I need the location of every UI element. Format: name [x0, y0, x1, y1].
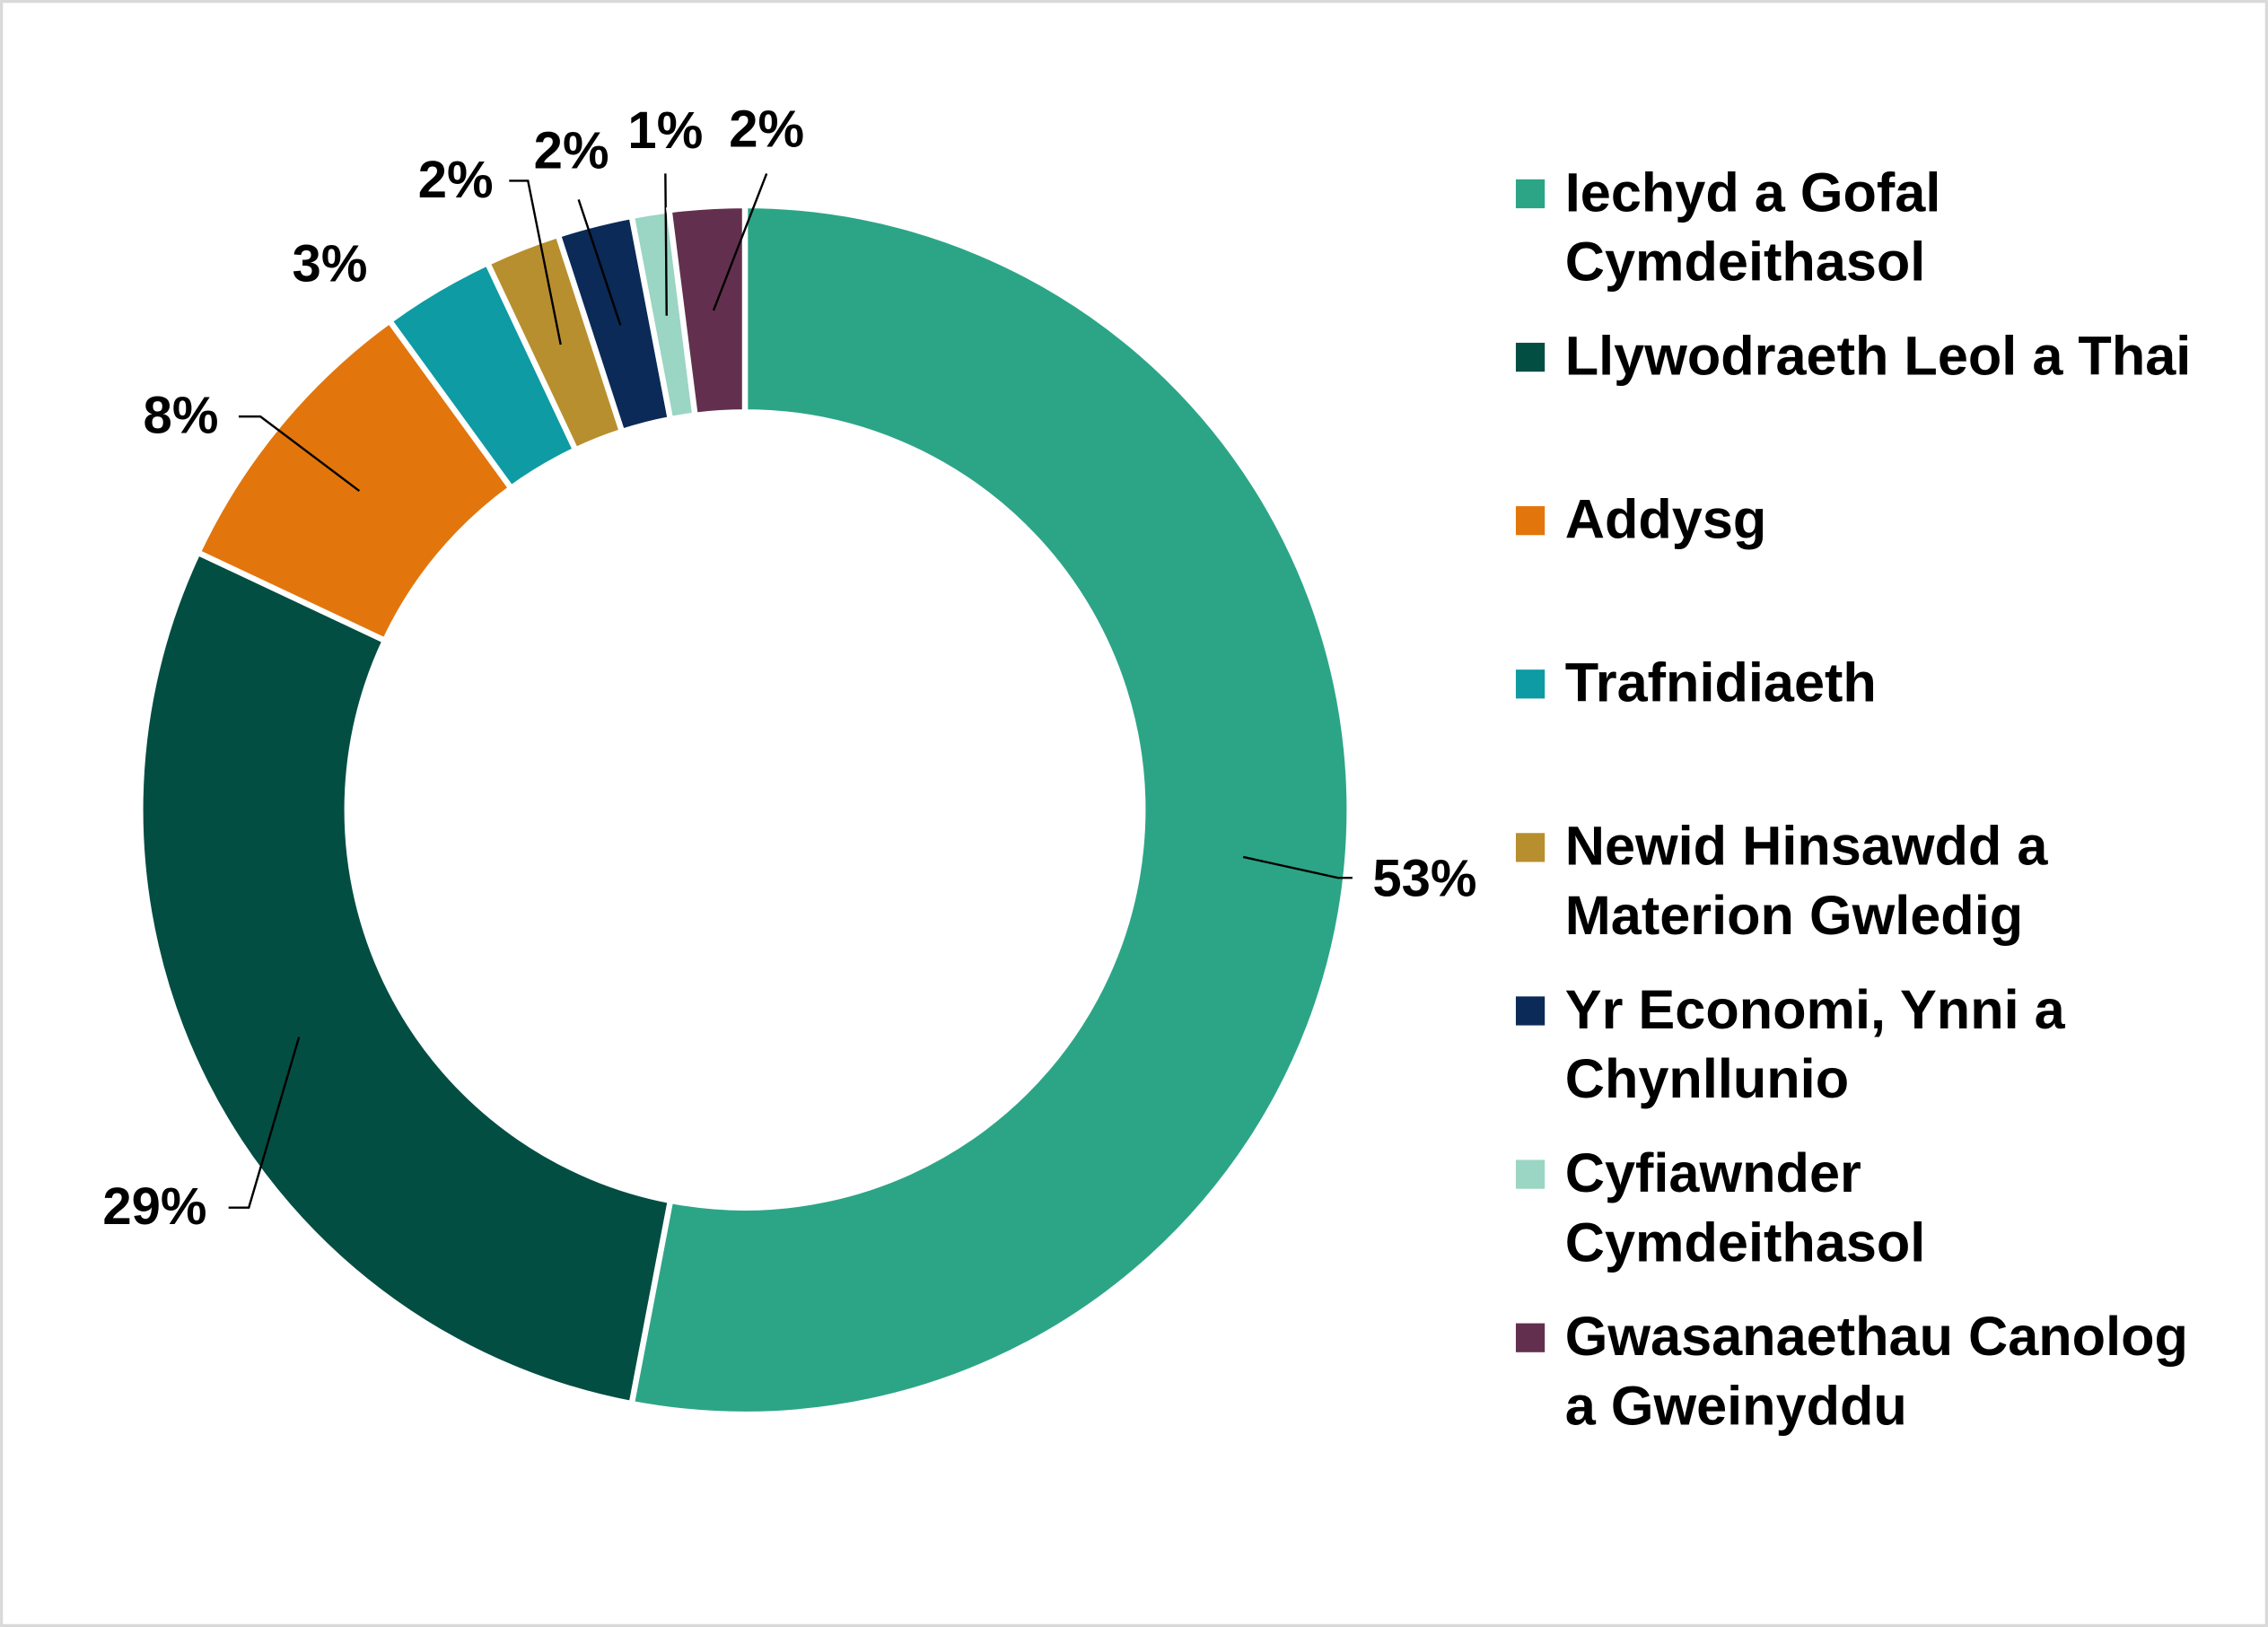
legend-label: Iechyd a Gofal Cymdeithasol [1564, 163, 1941, 294]
leader-line [228, 1037, 301, 1209]
legend-label: Gwasanaethau Canolog a Gweinyddu [1564, 1307, 2188, 1438]
legend-swatch [1515, 1323, 1546, 1352]
legend-swatch [1515, 342, 1546, 372]
leader-line [664, 173, 668, 316]
donut-slice [665, 202, 749, 419]
legend-swatch [1515, 179, 1546, 209]
data-label: 2% [418, 151, 494, 209]
legend-label: Llywodraeth Leol a Thai [1564, 327, 2192, 388]
legend-entry: Trafnidiaeth [1515, 650, 2202, 719]
data-label: 3% [293, 234, 368, 293]
legend-swatch [1515, 833, 1546, 862]
legend-entry: Llywodraeth Leol a Thai [1515, 322, 2202, 391]
leader-line [1242, 855, 1353, 879]
data-label: 29% [102, 1177, 206, 1236]
legend-label: Newid Hinsawdd a Materion Gwledig [1564, 817, 2048, 948]
data-label: 2% [534, 122, 609, 180]
data-label: 2% [729, 101, 804, 159]
legend-box: Iechyd a Gofal Cymdeithasol Llywodraeth L… [1504, 159, 2268, 1605]
data-label: 1% [627, 101, 703, 160]
legend: Iechyd a Gofal Cymdeithasol Llywodraeth L… [1504, 159, 2268, 1605]
donut-slice [137, 548, 674, 1407]
legend-label: Trafnidiaeth [1564, 653, 1877, 715]
legend-entry: Cyfiawnder Cymdeithasol [1515, 1140, 2202, 1279]
legend-label: Cyfiawnder Cymdeithasol [1564, 1143, 1926, 1274]
legend-label: Addysg [1564, 490, 1767, 552]
legend-label: Yr Economi, Ynni a Chynllunio [1564, 980, 2065, 1111]
legend-swatch [1515, 1159, 1546, 1189]
leader-line [238, 415, 361, 493]
leader-line [712, 172, 768, 311]
leader-line [509, 179, 562, 346]
donut-slice [627, 202, 1353, 1418]
legend-entry: Gwasanaethau Canolog a Gweinyddu [1515, 1303, 2202, 1442]
legend-swatch [1515, 506, 1546, 536]
legend-entry: Iechyd a Gofal Cymdeithasol [1515, 159, 2202, 298]
legend-entry: Yr Economi, Ynni a Chynllunio [1515, 976, 2202, 1115]
legend-swatch [1515, 996, 1546, 1026]
legend-entry: Addysg [1515, 485, 2202, 555]
legend-swatch [1515, 669, 1546, 699]
legend-entry: Newid Hinsawdd a Materion Gwledig [1515, 813, 2202, 952]
data-label: 8% [144, 387, 219, 445]
data-label: 53% [1372, 849, 1476, 907]
leader-line [577, 199, 622, 326]
